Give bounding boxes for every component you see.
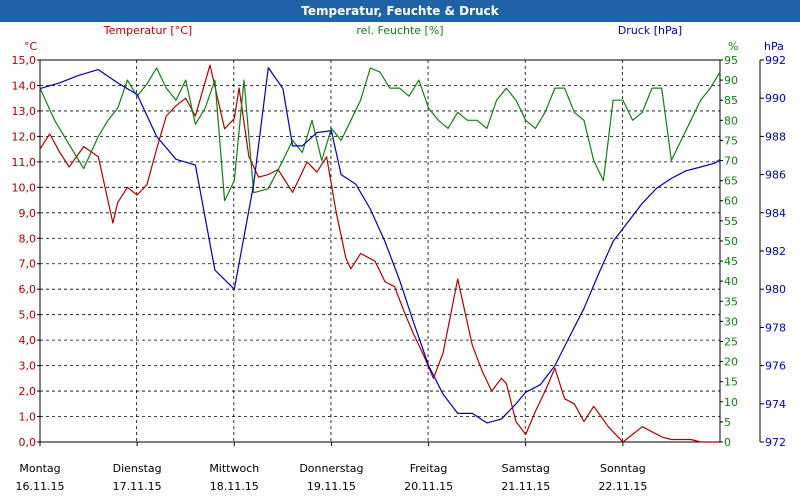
temperature-axis-title: Temperatur [°C] [103, 24, 192, 37]
x-label-day: Mittwoch [209, 462, 259, 475]
temperature-tick-label: 10,0 [12, 181, 37, 194]
grid [40, 60, 720, 442]
axes [37, 59, 764, 446]
temperature-tick-label: 3,0 [19, 360, 37, 373]
x-label-date: 16.11.15 [16, 480, 65, 493]
axis-labels: 0,0 1,0 2,0 3,0 4,0 5,0 6,0 7,0 8,0 9,0 10,0 11,0 12… [12, 24, 787, 493]
humidity-line [39, 67, 721, 202]
humidity-tick-label: 35 [724, 295, 738, 308]
temperature-tick-label: 4,0 [19, 334, 37, 347]
humidity-tick-label: 80 [724, 114, 738, 127]
humidity-tick-label: 95 [724, 54, 738, 67]
humidity-tick-label: 75 [724, 134, 738, 147]
x-label-day: Donnerstag [299, 462, 363, 475]
humidity-unit: % [728, 40, 738, 53]
humidity-axis-title: rel. Feuchte [%] [356, 24, 443, 37]
humidity-tick-label: 30 [724, 315, 738, 328]
series-lines [39, 64, 721, 443]
pressure-tick-label: 978 [765, 321, 786, 334]
temperature-tick-label: 6,0 [19, 283, 37, 296]
humidity-tick-label: 60 [724, 195, 738, 208]
temperature-tick-label: 0,0 [19, 436, 37, 449]
x-label-date: 18.11.15 [210, 480, 259, 493]
pressure-tick-label: 984 [765, 207, 786, 220]
humidity-tick-label: 10 [724, 396, 738, 409]
humidity-tick-label: 90 [724, 74, 738, 87]
temperature-line [39, 64, 720, 443]
pressure-tick-label: 992 [765, 54, 786, 67]
temperature-tick-label: 14,0 [12, 79, 37, 92]
humidity-tick-label: 40 [724, 275, 738, 288]
pressure-tick-label: 980 [765, 283, 786, 296]
humidity-tick-label: 5 [724, 416, 731, 429]
temperature-tick-label: 8,0 [19, 232, 37, 245]
x-label-day: Freitag [410, 462, 448, 475]
temperature-tick-label: 12,0 [12, 130, 37, 143]
x-label-date: 19.11.15 [307, 480, 356, 493]
x-label-day: Sonntag [600, 462, 646, 475]
humidity-tick-label: 25 [724, 335, 738, 348]
x-label-day: Montag [19, 462, 60, 475]
humidity-tick-label: 85 [724, 94, 738, 107]
x-label-day: Dienstag [113, 462, 162, 475]
humidity-tick-label: 50 [724, 235, 738, 248]
temperature-tick-label: 9,0 [19, 207, 37, 220]
pressure-tick-label: 972 [765, 436, 786, 449]
temperature-tick-label: 7,0 [19, 258, 37, 271]
temperature-tick-label: 2,0 [19, 385, 37, 398]
humidity-tick-label: 15 [724, 376, 738, 389]
humidity-tick-label: 0 [724, 436, 731, 449]
temperature-tick-label: 5,0 [19, 309, 37, 322]
plot-frame [39, 59, 721, 443]
pressure-axis-title: Druck [hPa] [618, 24, 682, 37]
humidity-tick-label: 20 [724, 356, 738, 369]
humidity-tick-label: 55 [724, 215, 738, 228]
x-label-day: Samstag [502, 462, 550, 475]
window-title: Temperatur, Feuchte & Druck [0, 0, 800, 22]
temperature-tick-label: 1,0 [19, 411, 37, 424]
x-label-date: 20.11.15 [404, 480, 453, 493]
pressure-tick-label: 982 [765, 245, 786, 258]
temperature-unit: °C [24, 40, 38, 53]
temperature-tick-label: 15,0 [12, 54, 37, 67]
temperature-tick-label: 13,0 [12, 105, 37, 118]
humidity-tick-label: 45 [724, 255, 738, 268]
chart: 0,0 1,0 2,0 3,0 4,0 5,0 6,0 7,0 8,0 9,0 10,0 11,0 12… [12, 24, 787, 493]
x-label-date: 22.11.15 [598, 480, 647, 493]
pressure-tick-label: 986 [765, 169, 786, 182]
temperature-tick-label: 11,0 [12, 156, 37, 169]
pressure-unit: hPa [764, 40, 784, 53]
pressure-tick-label: 990 [765, 92, 786, 105]
x-label-date: 21.11.15 [501, 480, 550, 493]
x-label-date: 17.11.15 [113, 480, 162, 493]
pressure-tick-label: 974 [765, 398, 786, 411]
humidity-tick-label: 65 [724, 175, 738, 188]
pressure-line [39, 66, 721, 424]
pressure-tick-label: 976 [765, 360, 786, 373]
humidity-tick-label: 70 [724, 155, 738, 168]
pressure-tick-label: 988 [765, 130, 786, 143]
